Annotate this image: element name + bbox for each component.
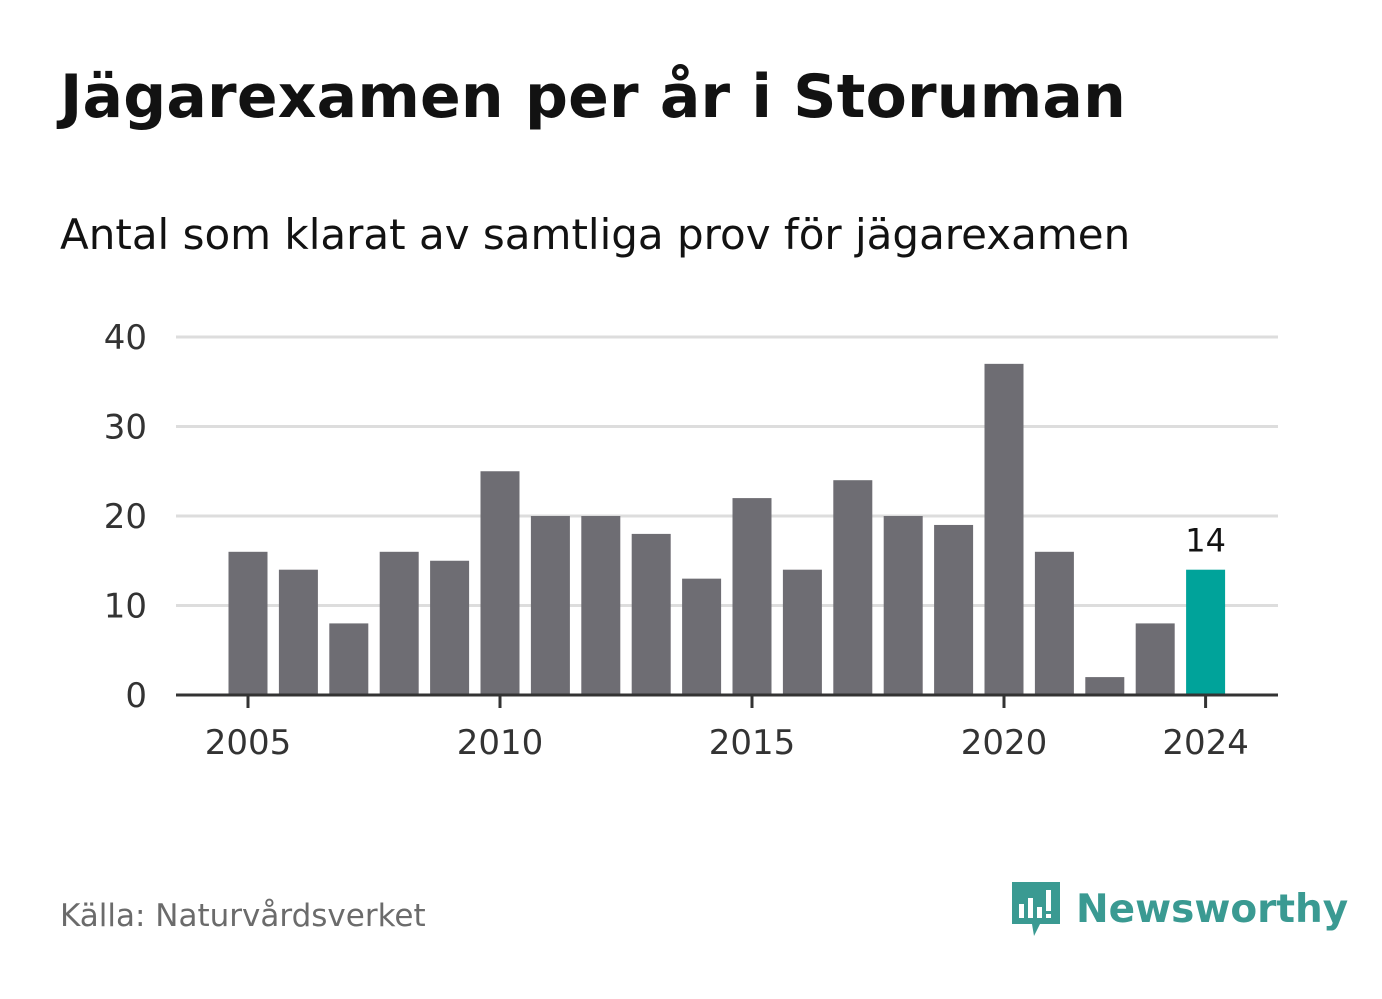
bar-2024: [1186, 569, 1226, 695]
bar-2018: [883, 516, 923, 695]
bar-2013: [631, 533, 671, 695]
bars: [228, 363, 1226, 695]
bar-2022: [1085, 677, 1125, 695]
bar-2023: [1135, 623, 1175, 695]
bar-2014: [682, 578, 722, 695]
brand-name: Newsworthy: [1076, 886, 1349, 932]
bar-2017: [833, 480, 873, 695]
highlight-value-label: 14: [1185, 522, 1226, 560]
y-tick-label: 10: [104, 587, 147, 627]
x-tick-label: 2020: [961, 723, 1048, 763]
bar-2008: [379, 551, 419, 695]
newsworthy-logo-icon: [1012, 882, 1060, 936]
source-note: Källa: Naturvårdsverket: [60, 898, 426, 934]
bar-2009: [430, 560, 470, 695]
chart-subtitle: Antal som klarat av samtliga prov för jä…: [60, 210, 1131, 259]
y-axis-ticks: 0 10 20 30 40: [104, 318, 147, 716]
bar-2016: [782, 569, 822, 695]
x-axis-ticks: 2005 2010 2015 2020 2024: [205, 695, 1249, 763]
grid-lines: [176, 335, 1278, 607]
x-tick-label: 2005: [205, 723, 292, 763]
bar-2005: [228, 551, 268, 695]
chart-title: Jägarexamen per år i Storuman: [60, 62, 1127, 132]
bar-2015: [732, 498, 772, 695]
bar-2006: [278, 569, 318, 695]
y-tick-label: 40: [104, 318, 147, 358]
x-tick-label: 2010: [457, 723, 544, 763]
y-tick-label: 0: [125, 676, 147, 716]
y-tick-label: 30: [104, 408, 147, 448]
bar-2019: [934, 524, 974, 695]
bar-2021: [1034, 551, 1074, 695]
x-tick-label: 2015: [709, 723, 796, 763]
data-labels: 14: [1185, 522, 1226, 560]
bar-2010: [480, 471, 520, 695]
x-tick-label: 2024: [1162, 723, 1249, 763]
brand-logo: Newsworthy: [1010, 878, 1348, 940]
bar-2012: [581, 516, 621, 695]
bar-2007: [329, 623, 369, 695]
bar-2011: [530, 516, 570, 695]
y-tick-label: 20: [104, 497, 147, 537]
bar-2020: [984, 363, 1024, 695]
